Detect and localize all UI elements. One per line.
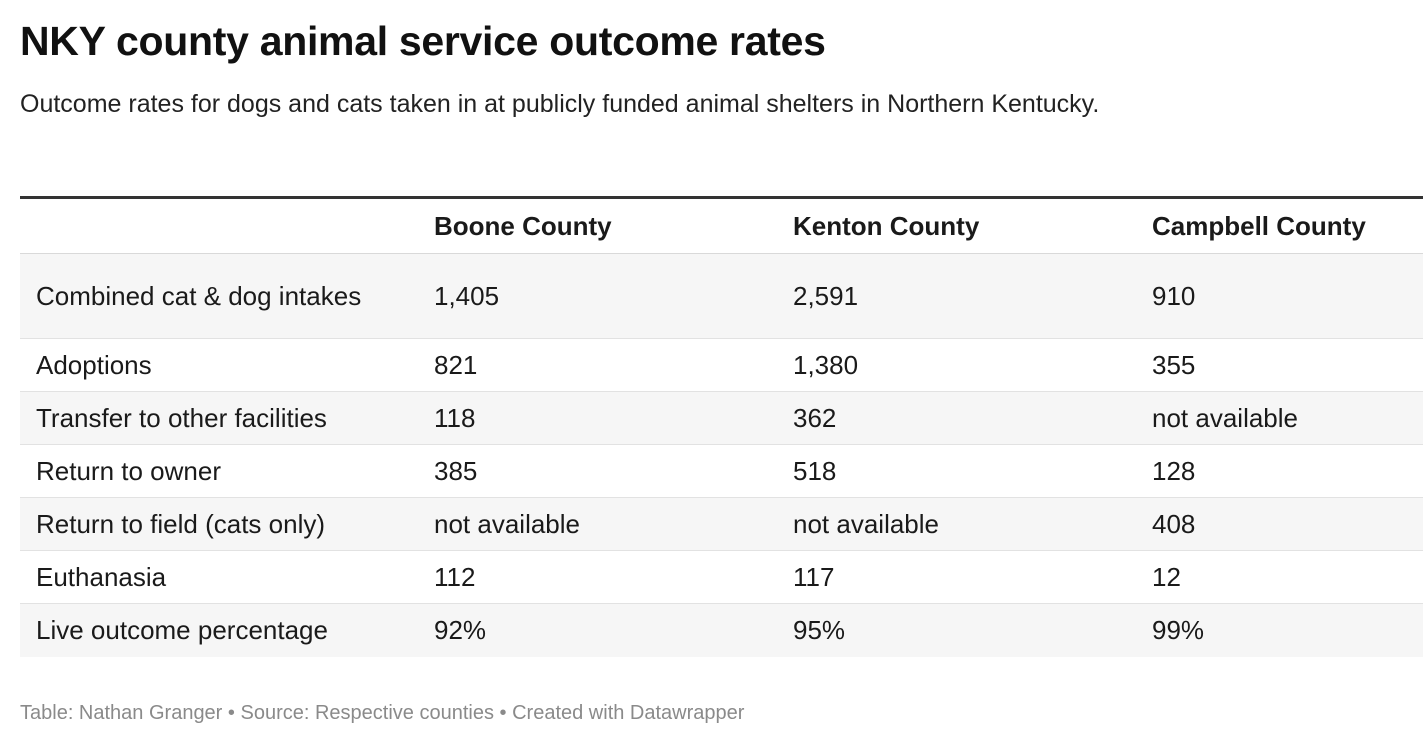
cell-kenton: 2,591 [793,253,1152,339]
chart-subtitle: Outcome rates for dogs and cats taken in… [20,90,1100,118]
cell-kenton: 95% [793,603,1152,657]
cell-campbell: 99% [1152,603,1423,657]
header-label-column [20,197,434,254]
table-row: Transfer to other facilities 118 362 not… [20,391,1423,445]
cell-campbell: not available [1152,391,1423,445]
row-label: Transfer to other facilities [20,391,434,445]
row-label: Euthanasia [20,550,434,604]
cell-campbell: 408 [1152,497,1423,551]
cell-boone: 112 [434,550,793,604]
cell-boone: not available [434,497,793,551]
header-boone-county: Boone County [434,197,793,254]
cell-boone: 1,405 [434,253,793,339]
table-row: Adoptions 821 1,380 355 [20,338,1423,392]
header-campbell-county: Campbell County [1152,197,1423,254]
cell-kenton: 117 [793,550,1152,604]
cell-kenton: not available [793,497,1152,551]
table-row: Euthanasia 112 117 12 [20,550,1423,604]
cell-campbell: 910 [1152,253,1423,339]
chart-footer: Table: Nathan Granger • Source: Respecti… [20,702,744,725]
table-header-row: Boone County Kenton County Campbell Coun… [20,197,1423,254]
table-row: Live outcome percentage 92% 95% 99% [20,603,1423,657]
footer-separator: • [227,702,235,724]
cell-kenton: 362 [793,391,1152,445]
cell-campbell: 12 [1152,550,1423,604]
row-label: Live outcome percentage [20,603,434,657]
row-label: Return to field (cats only) [20,497,434,551]
cell-boone: 92% [434,603,793,657]
cell-boone: 385 [434,444,793,498]
table-row: Combined cat & dog intakes 1,405 2,591 9… [20,253,1423,339]
cell-boone: 118 [434,391,793,445]
cell-campbell: 355 [1152,338,1423,392]
row-label: Combined cat & dog intakes [20,253,434,339]
table-row: Return to owner 385 518 128 [20,444,1423,498]
cell-kenton: 1,380 [793,338,1152,392]
chart-title: NKY county animal service outcome rates [20,18,826,64]
footer-tool: Created with Datawrapper [512,702,745,724]
row-label: Adoptions [20,338,434,392]
footer-source: Source: Respective counties [240,702,494,724]
footer-credit: Table: Nathan Granger [20,702,223,724]
header-kenton-county: Kenton County [793,197,1152,254]
cell-campbell: 128 [1152,444,1423,498]
cell-kenton: 518 [793,444,1152,498]
cell-boone: 821 [434,338,793,392]
footer-separator: • [499,702,507,724]
row-label: Return to owner [20,444,434,498]
table-row: Return to field (cats only) not availabl… [20,497,1423,551]
outcome-table: Boone County Kenton County Campbell Coun… [20,196,1423,657]
